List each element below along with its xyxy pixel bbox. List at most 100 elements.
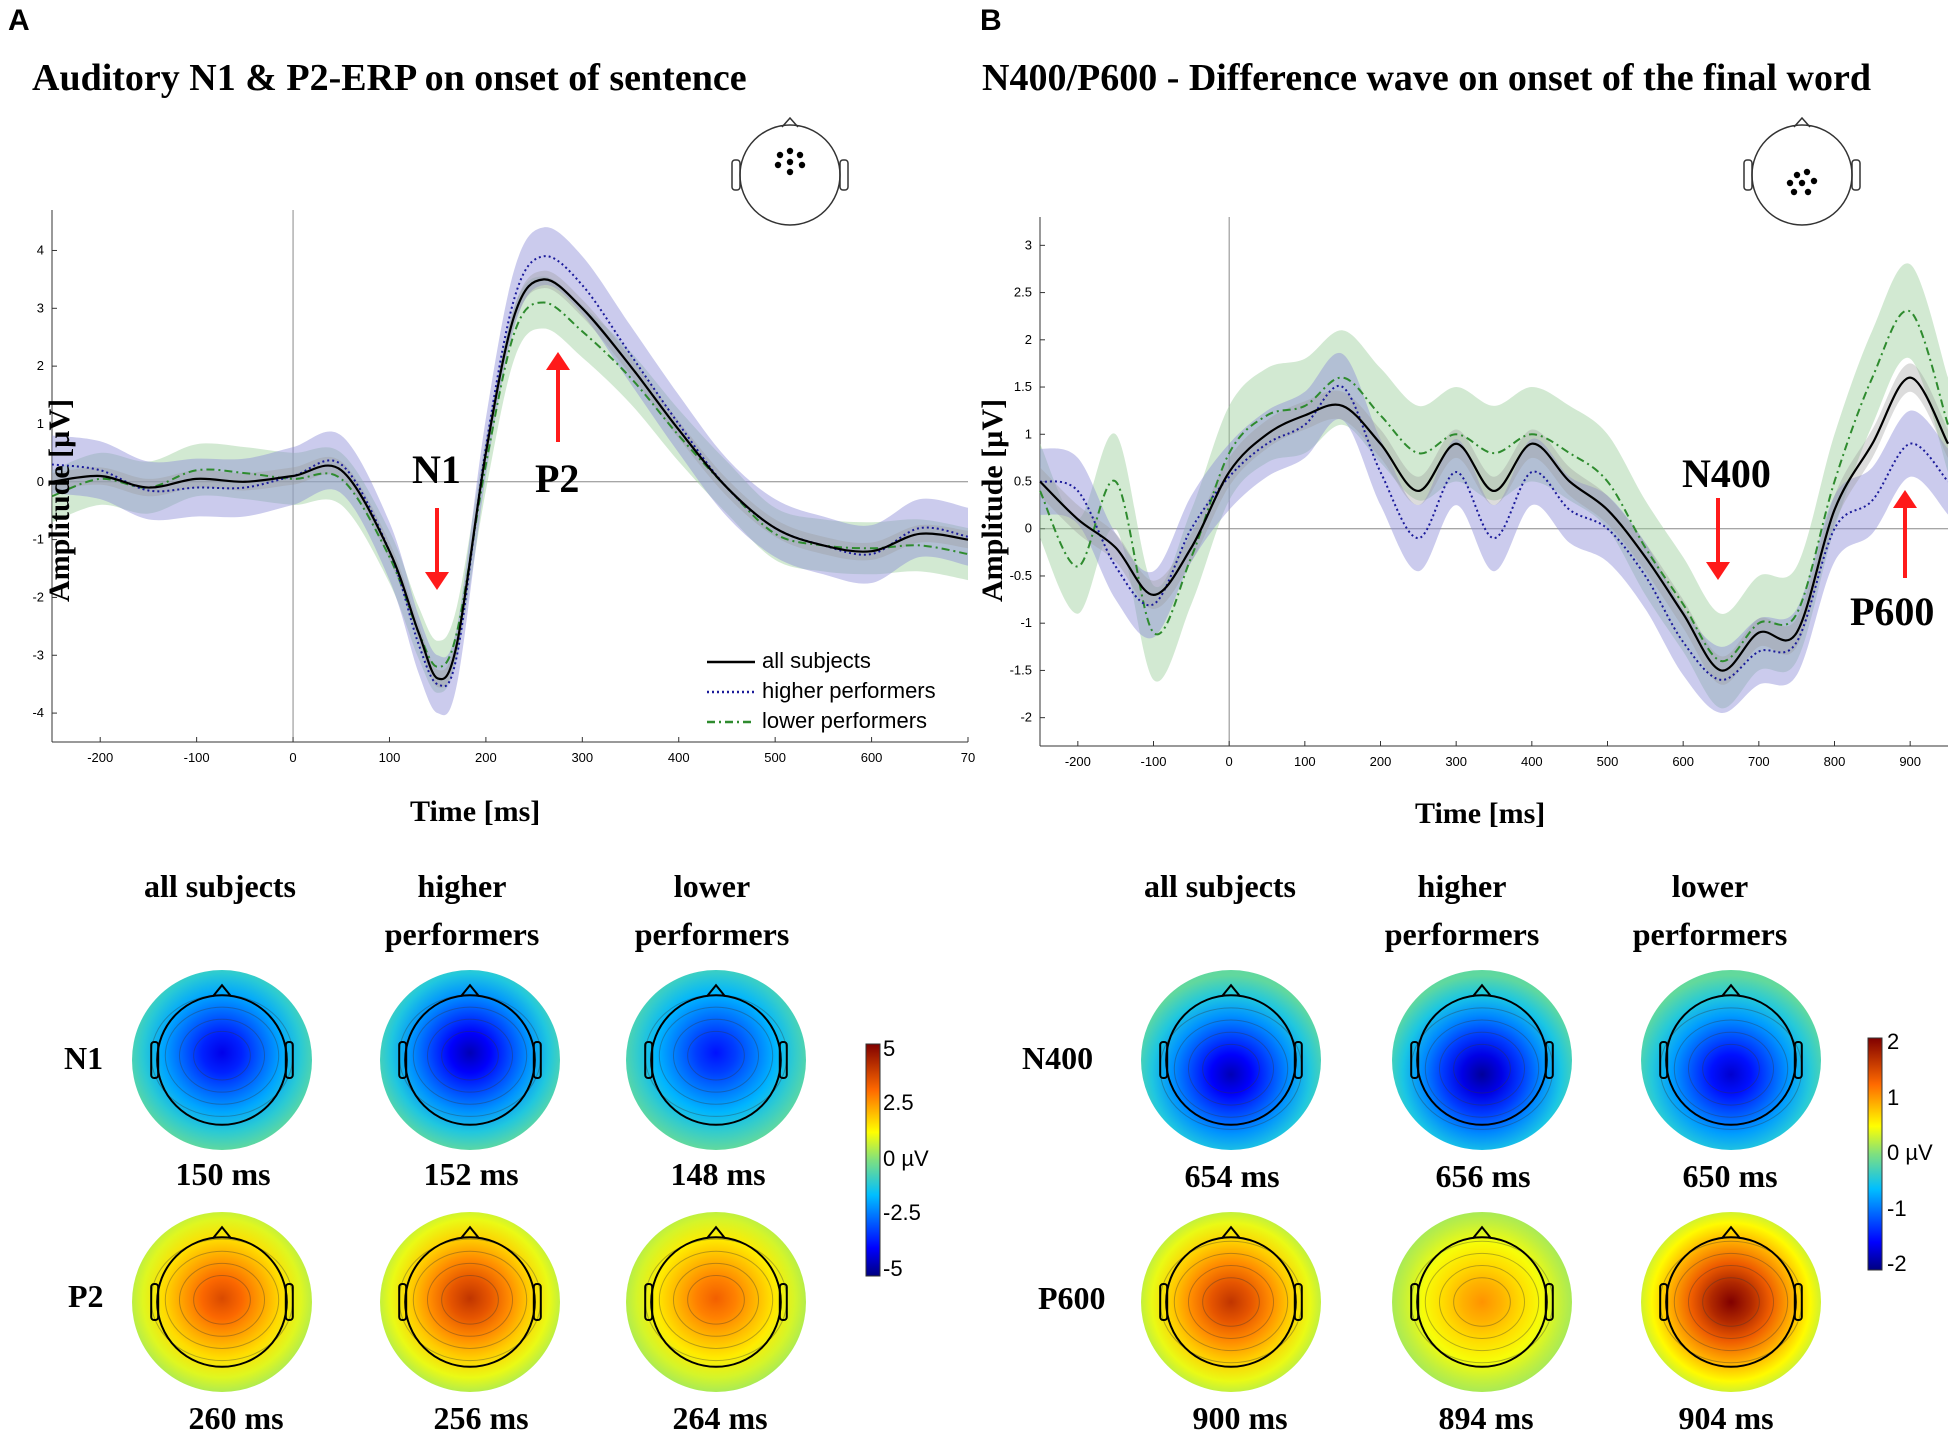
topo-a-r0-c0-right-ear [284, 1041, 294, 1079]
panel-b-letter: B [980, 4, 1002, 37]
chart-a-ytick-label: -2 [32, 589, 44, 604]
cb-b-tick-2: 2 [1887, 1029, 1900, 1054]
topo-b-r1-c0-contour [1187, 1265, 1275, 1339]
topo-a-r1-c0-disk [132, 1212, 312, 1392]
topo-b-r1-c1-right-ear [1544, 1283, 1554, 1321]
topo-b-row-p600: P600 [1038, 1280, 1106, 1316]
chart-a-band-lower [52, 276, 968, 693]
topo-b-r1-c1-contour [1424, 1252, 1540, 1352]
topo-a-r0-c0-contour [193, 1030, 251, 1081]
chart-b-xtick-label: 600 [1672, 754, 1694, 769]
chart-b-xtick-label: 700 [1748, 754, 1770, 769]
topo-a-r0-c0-contour [178, 1018, 266, 1093]
chart-b-band-lower [1040, 263, 1948, 709]
topo-a-p2-all-ms: 260 ms [188, 1400, 284, 1436]
p2-annotation: P2 [535, 456, 580, 501]
legend-all-label: all subjects [762, 648, 871, 673]
topo-b-col-all: all subjects [1144, 868, 1296, 904]
chart-b-band-higher [1040, 352, 1948, 714]
cb-a-tick-2-5: 2.5 [883, 1090, 914, 1115]
topo-a-r1-c1-left-ear [398, 1283, 408, 1321]
topo-b-p600-all-ms: 900 ms [1192, 1400, 1288, 1436]
cb-a-tick-neg-2-5: -2.5 [883, 1200, 921, 1225]
topo-a-row-p2: P2 [68, 1278, 104, 1314]
n1-arrow-head [425, 572, 449, 590]
legend-lower-label: lower performers [762, 708, 928, 733]
topo-a-r0-c1 [380, 970, 560, 1150]
topo-b-r1-c1-disk [1392, 1212, 1572, 1392]
topo-b-r1-c1-nose [1472, 1225, 1492, 1239]
topo-b-col-higher: higher performers [1384, 868, 1540, 952]
topo-a-r0-c1-right-ear [532, 1041, 542, 1079]
topo-a-r0-c2-left-ear [644, 1041, 654, 1079]
panel-b-title: N400/P600 - Difference wave on onset of … [982, 57, 1871, 99]
topo-a-r0-c2-contour [658, 1006, 774, 1105]
topo-b-r0-c2-contour [1687, 1031, 1775, 1106]
topo-a-r1-c2-contour [687, 1275, 745, 1325]
topo-a-r1-c2-nose [706, 1225, 726, 1239]
topo-b-r1-c0 [1141, 1212, 1321, 1392]
chart-a-ytick-label: 2 [37, 358, 44, 373]
topo-b-r0-c0 [1141, 970, 1321, 1150]
chart-b-ytick-label: 2 [1025, 332, 1032, 347]
topo-a-col-all: all subjects [144, 868, 296, 904]
topo-b-r1-c1 [1392, 1212, 1572, 1392]
topo-b-r1-c0-contour [1202, 1277, 1260, 1327]
topo-b-r1-c1-left-ear [1410, 1283, 1420, 1321]
chart-b-ytick-label: -1.5 [1010, 662, 1032, 677]
topo-b-r1-c0-nose [1221, 1225, 1241, 1239]
chart-b-ytick-label: -0.5 [1010, 568, 1032, 583]
chart-a-xtick-label: 600 [861, 750, 883, 765]
topo-b-r1-c0-contour [1173, 1252, 1289, 1352]
topo-a-r1-c1-nose [460, 1225, 480, 1239]
n1-annotation: N1 [412, 447, 461, 492]
topo-b-r1-c2-contour [1673, 1252, 1789, 1352]
cb-a-tick-neg-5: -5 [883, 1256, 903, 1281]
topo-a-r0-c2 [626, 970, 806, 1150]
topo-b-n400-lower-ms: 650 ms [1682, 1158, 1778, 1194]
topo-a-r1-c2-right-ear [778, 1283, 788, 1321]
topo-b-r0-c1-contour [1424, 1019, 1540, 1118]
topo-b-r1-c0-disk [1141, 1212, 1321, 1392]
topo-b-r0-c0-left-ear [1159, 1041, 1169, 1079]
topo-b-r1-c2-nose [1721, 1225, 1741, 1239]
chart-a-xtick-label: 200 [475, 750, 497, 765]
topo-b-r0-c1-left-ear [1410, 1041, 1420, 1079]
topo-a-r1-c0-contour [178, 1262, 266, 1337]
chart-a-ytick-label: 1 [37, 416, 44, 431]
topo-a-r1-c0-right-ear [284, 1283, 294, 1321]
chart-b-ytick-label: -2 [1020, 710, 1032, 725]
chart-a-ytick-label: 0 [37, 474, 44, 489]
cb-b-tick-0: 0 µV [1887, 1140, 1933, 1165]
topo-b-r0-c2-right-ear [1793, 1041, 1803, 1079]
chart-b-ytick-label: 1 [1025, 426, 1032, 441]
topo-a-r1-c0 [132, 1212, 312, 1392]
topo-b-r0-c1-right-ear [1544, 1041, 1554, 1079]
panel-a-letter: A [8, 4, 30, 37]
topo-b-r0-c0-contour [1187, 1031, 1275, 1106]
topo-b-r1-c1-contour [1453, 1277, 1511, 1327]
n400-arrow-head [1706, 562, 1730, 580]
topo-a-r1-c2-contour [658, 1250, 774, 1349]
p600-arrow-head [1893, 490, 1917, 508]
topo-b-r1-c2-contour [1687, 1265, 1775, 1339]
topo-a-col-higher: higher performers [384, 868, 540, 952]
chart-a-xtick-label: 0 [289, 750, 296, 765]
topo-b-r0-c1-contour [1453, 1043, 1511, 1094]
legend-higher-label: higher performers [762, 678, 936, 703]
topo-a-r1-c0-nose [212, 1225, 232, 1239]
topo-a-r0-c0-contour [164, 1006, 280, 1105]
chart-b-xtick-label: 200 [1370, 754, 1392, 769]
topo-a-n1-lower-ms: 148 ms [670, 1156, 766, 1192]
topo-a-r1-c2-disk [626, 1212, 806, 1392]
topo-b-r0-c0-nose [1221, 983, 1241, 997]
topo-a-r1-c2-contour [672, 1262, 760, 1337]
topo-b-r1-c1-contour [1438, 1265, 1526, 1339]
chart-a-ytick-label: -1 [32, 532, 44, 547]
cb-a-tick-5: 5 [883, 1036, 896, 1061]
topo-a-r1-c0-contour [164, 1250, 280, 1349]
chart-a-xtick-label: -100 [184, 750, 210, 765]
topo-b-r0-c0-contour [1173, 1019, 1289, 1118]
chart-b-xtick-label: -200 [1065, 754, 1091, 769]
